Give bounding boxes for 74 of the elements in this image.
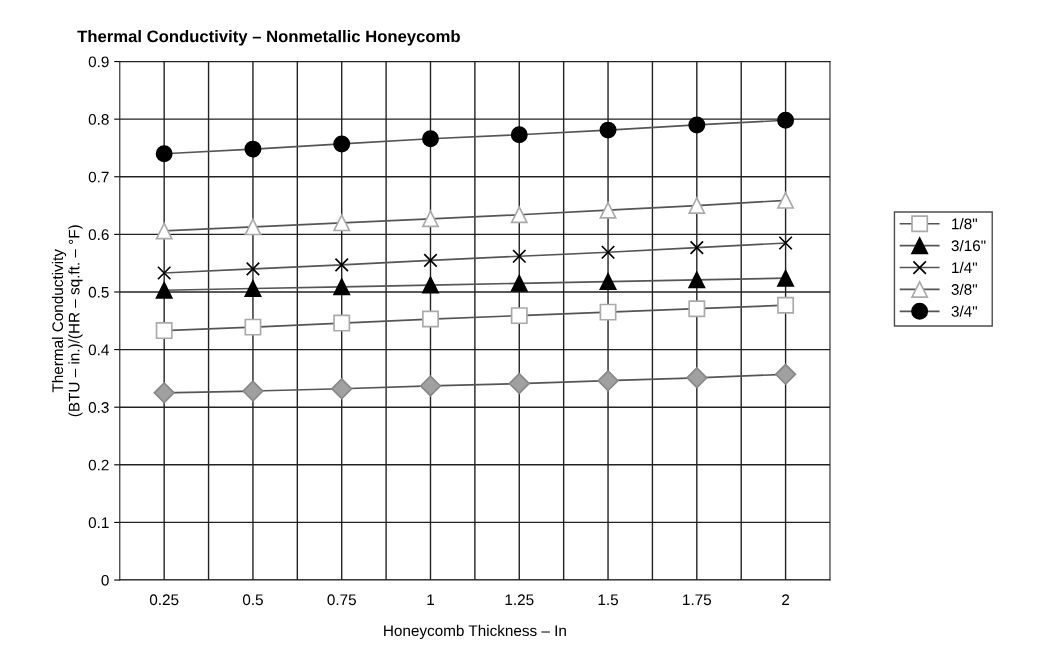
point: [155, 145, 173, 163]
x-tick-label: 0.75: [327, 594, 356, 606]
x-tick-label: 2: [782, 594, 790, 605]
y-tick-label: 0.9: [88, 56, 109, 68]
point: [155, 222, 173, 240]
point: [419, 375, 442, 397]
y-tick-label: 0.2: [88, 459, 109, 471]
point: [778, 235, 793, 251]
point: [689, 240, 704, 255]
y-axis-title: Thermal Conductivity (BTU – in.)/(HR – sq.ft. – °F): [51, 225, 83, 417]
point: [777, 269, 795, 287]
x-tick-label: 1.5: [598, 594, 619, 606]
legend-label: 3/16": [951, 239, 986, 252]
point: [777, 296, 795, 314]
point: [422, 310, 439, 328]
point: [333, 135, 351, 153]
point: [774, 363, 797, 386]
point: [334, 257, 349, 272]
point: [242, 380, 264, 402]
point: [510, 206, 528, 224]
legend-label: 3/8": [951, 283, 977, 295]
x-tick-label: 0.25: [149, 594, 179, 606]
point: [688, 271, 706, 289]
x-tick-label: 1.25: [505, 594, 534, 606]
point: [688, 197, 706, 215]
point: [777, 111, 795, 129]
x-axis-title: Honeycomb Thickness – In: [384, 624, 566, 640]
point: [688, 300, 706, 318]
point: [422, 130, 439, 148]
legend-label: 3/4": [951, 305, 977, 317]
point: [599, 273, 617, 291]
point: [599, 121, 617, 139]
point: [688, 116, 706, 134]
point: [599, 303, 617, 321]
point: [423, 253, 438, 268]
x-tick-label: 0.5: [242, 594, 263, 606]
chart-title: Thermal Conductivity – Nonmetallic Honeycomb: [77, 30, 460, 46]
y-tick-label: 0.7: [88, 171, 109, 183]
y-tick-label: 0.4: [88, 344, 109, 356]
point: [333, 278, 351, 296]
point: [512, 249, 527, 264]
y-tick-label: 0.8: [88, 114, 109, 125]
point: [510, 307, 528, 325]
point: [155, 281, 173, 299]
point: [422, 276, 439, 294]
point: [686, 367, 708, 389]
point: [244, 318, 262, 336]
point: [244, 280, 262, 297]
y-tick-label: 0.6: [88, 229, 109, 241]
point: [244, 140, 262, 158]
y-tick-label: 0.5: [88, 286, 109, 298]
point: [157, 265, 172, 281]
point: [510, 274, 528, 292]
point: [597, 370, 619, 392]
point: [245, 261, 261, 277]
y-tick-label: 0: [101, 574, 109, 586]
point: [422, 210, 439, 228]
point: [599, 201, 617, 219]
point: [510, 126, 528, 144]
point: [333, 314, 351, 332]
point: [508, 372, 530, 395]
legend-label: 1/4": [952, 261, 977, 274]
x-tick-label: 1.75: [683, 594, 712, 606]
point: [153, 382, 175, 404]
point: [331, 378, 353, 400]
legend-label: 1/8": [952, 218, 977, 230]
point: [333, 214, 351, 232]
point: [600, 245, 616, 260]
y-tick-label: 0.3: [88, 402, 109, 413]
y-tick-label: 0.1: [88, 517, 109, 529]
point: [777, 191, 795, 209]
point: [244, 218, 262, 236]
point: [155, 322, 173, 340]
x-tick-label: 1: [427, 594, 434, 605]
